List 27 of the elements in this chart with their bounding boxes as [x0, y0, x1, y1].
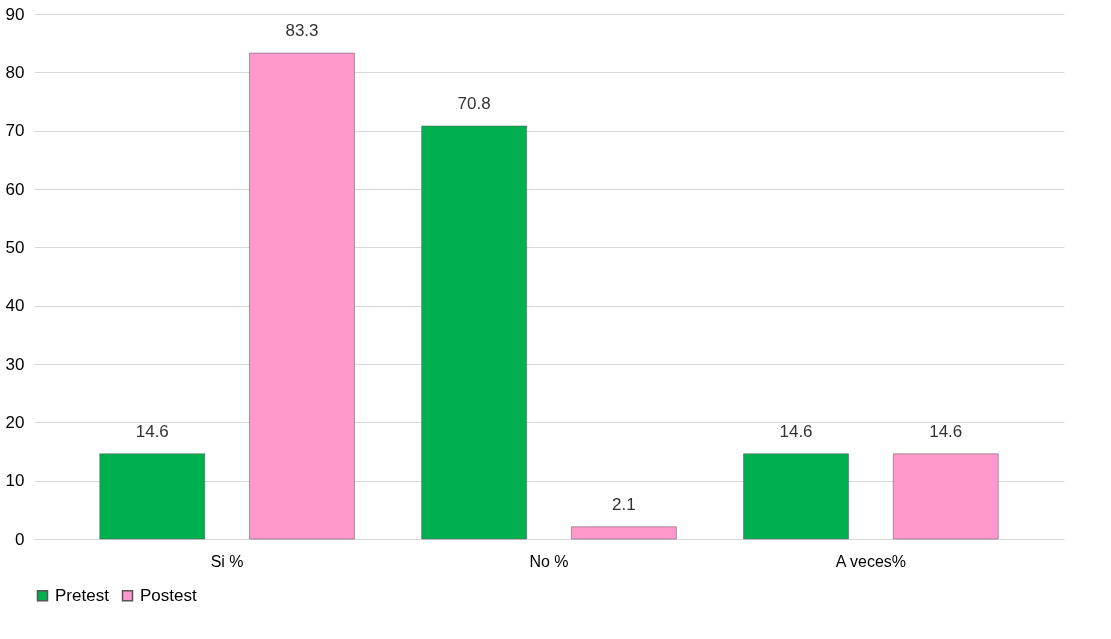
- y-tick-label: 10: [5, 471, 25, 491]
- bar: [99, 453, 206, 540]
- bar: [571, 526, 677, 540]
- y-tick-label: 70: [5, 121, 25, 141]
- data-label: 83.3: [285, 21, 319, 41]
- y-tick-label: 80: [5, 62, 25, 82]
- y-tick-label: 90: [5, 4, 25, 24]
- y-tick-label: 40: [5, 296, 25, 316]
- y-tick-label: 50: [5, 237, 25, 257]
- bar: [421, 125, 527, 540]
- bar: [892, 453, 999, 540]
- y-tick-label: 60: [5, 179, 25, 199]
- y-tick-label: 20: [5, 412, 25, 432]
- data-label: 2.1: [612, 494, 636, 514]
- bar: [743, 453, 849, 540]
- bar: [249, 52, 355, 540]
- y-tick-label: 30: [5, 354, 25, 374]
- x-tick-label: A veces%: [835, 552, 907, 570]
- data-label: 14.6: [929, 421, 963, 441]
- y-tick-label: 0: [15, 529, 25, 549]
- x-tick-label: Si %: [210, 552, 244, 570]
- legend-label: Postest: [140, 585, 197, 605]
- data-label: 70.8: [457, 94, 491, 113]
- x-tick-label: No %: [529, 552, 569, 570]
- legend-label: Pretest: [55, 585, 110, 605]
- data-label: 14.6: [135, 421, 169, 441]
- data-label: 14.6: [779, 421, 813, 441]
